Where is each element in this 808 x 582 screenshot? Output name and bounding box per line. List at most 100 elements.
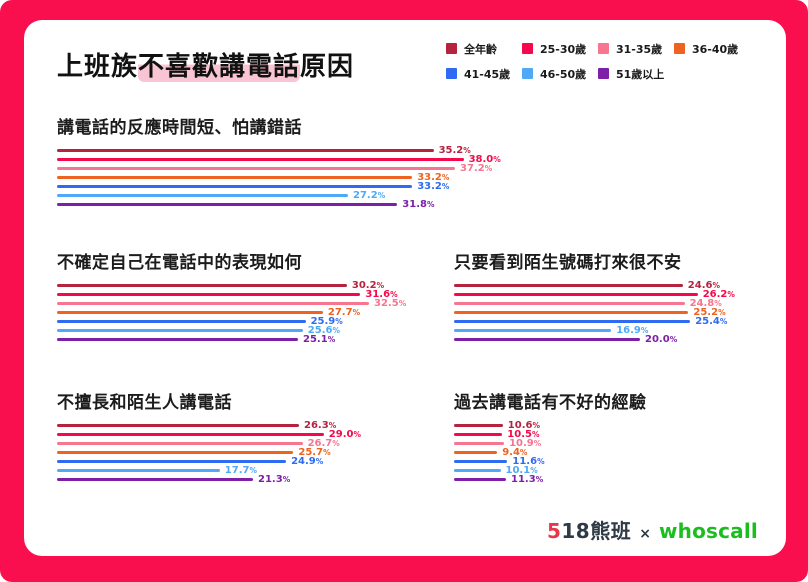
bar-value-label: 10.5% [507, 429, 540, 440]
bar [454, 311, 689, 314]
page-title: 上班族不喜歡講電話原因 [57, 46, 354, 83]
legend-label: 全年齡 [464, 42, 497, 56]
bar [454, 478, 506, 481]
bar-value-label: 26.3% [304, 420, 337, 431]
legend-label: 25-30歲 [540, 42, 587, 56]
legend-swatch [674, 43, 685, 54]
bar-row: 26.2% [454, 290, 735, 300]
legend-swatch [598, 68, 609, 79]
legend-swatch [446, 43, 457, 54]
bar-row: 25.2% [454, 308, 735, 318]
chart-section-performance-uncertainty: 不確定自己在電話中的表現如何 30.2% 31.6% 32.5% 27.7% 25.9%… [57, 252, 407, 345]
bar-row: 25.1% [57, 334, 406, 345]
bar-row: 33.2% [57, 172, 501, 183]
legend-label: 51歲以上 [616, 67, 665, 81]
bar-value-label: 10.1% [505, 465, 538, 476]
legend-label: 41-45歲 [464, 67, 511, 81]
legend-label: 36-40歲 [692, 42, 739, 56]
bar-value-label: 24.6% [687, 280, 720, 291]
bar-row: 11.3% [454, 474, 647, 485]
bar [454, 329, 612, 332]
bar [57, 451, 294, 454]
page-title-suffix: 原因 [300, 52, 355, 82]
content-card: 上班族不喜歡講電話原因 全年齡 25-30歲 31-35歲 36-40歲 41-45歲 4… [24, 20, 786, 556]
logo-518-text: 18熊班 [561, 519, 632, 543]
bar-value-label: 33.2% [417, 172, 450, 183]
logo-518-accent: 5 [546, 519, 562, 543]
bar [454, 424, 503, 427]
bar-row: 27.7% [57, 307, 406, 318]
bar-value-label: 32.5% [374, 298, 407, 309]
bar-value-label: 25.6% [307, 325, 340, 336]
page-title-highlight: 不喜歡講電話 [138, 52, 301, 82]
bar-value-label: 11.3% [511, 474, 544, 485]
bar-value-label: 24.9% [291, 456, 324, 467]
logo-whoscall: whoscall [658, 519, 758, 543]
bar [454, 320, 691, 323]
bar-value-label: 25.9% [310, 316, 343, 327]
bar-row: 25.6% [57, 325, 406, 336]
legend: 全年齡 25-30歲 31-35歲 36-40歲 41-45歲 46-50歲 51歲以上 [446, 36, 750, 86]
bar-value-label: 10.9% [509, 438, 542, 449]
bar-value-label: 38.0% [468, 154, 501, 165]
bar-value-label: 27.7% [327, 307, 361, 318]
bar-value-label: 24.8% [689, 298, 722, 309]
bar [57, 311, 323, 314]
bar [57, 185, 413, 188]
chart-section-bad-experience: 過去講電話有不好的經驗 10.6% 10.5% 10.9% 9.4% 11.6% 10.1… [454, 392, 647, 485]
bar [454, 469, 501, 472]
section-title: 過去講電話有不好的經驗 [454, 393, 647, 413]
bar-value-label: 27.2% [353, 190, 386, 201]
bar-row: 32.5% [57, 298, 407, 309]
bar-row: 25.9% [57, 316, 406, 327]
bar-value-label: 37.2% [460, 163, 493, 174]
page-title-prefix: 上班族 [57, 52, 139, 82]
chart-section-unknown-number-anxiety: 只要看到陌生號碼打來很不安 24.6% 26.2% 24.8% 25.2% 25.4% 1… [454, 252, 735, 345]
section-title: 不擅長和陌生人講電話 [57, 393, 232, 413]
bar-row: 10.5% [454, 429, 647, 440]
bar-value-label: 16.9% [616, 325, 649, 336]
bar-row: 21.3% [57, 475, 361, 485]
section-title: 講電話的反應時間短、怕講錯話 [57, 118, 302, 138]
legend-item: 36-40歲 [674, 41, 750, 57]
bar [57, 284, 347, 287]
bar-row: 27.2% [57, 190, 501, 201]
legend-item: 41-45歲 [446, 66, 522, 82]
bar [454, 460, 508, 463]
bar-row: 24.9% [57, 456, 361, 467]
bar [57, 203, 398, 206]
bar-value-label: 9.4% [502, 447, 528, 458]
bar [57, 433, 324, 436]
bar [57, 158, 464, 161]
legend-swatch [522, 68, 533, 79]
chart-section-stranger-calls: 不擅長和陌生人講電話 26.3% 29.0% 26.7% 25.7% 24.9% 17.7… [57, 392, 361, 485]
bar-value-label: 20.0% [645, 334, 678, 345]
section-title: 不確定自己在電話中的表現如何 [57, 253, 302, 273]
legend-item: 25-30歲 [522, 41, 598, 57]
bar [57, 329, 303, 332]
bar [454, 302, 685, 305]
bar-row: 30.2% [57, 281, 406, 291]
bar [57, 293, 361, 296]
bar [454, 442, 505, 445]
bar [454, 293, 698, 296]
bar [57, 478, 253, 481]
bar-row: 31.6% [57, 289, 406, 300]
bar-value-label: 25.1% [303, 334, 336, 345]
footer-logos: 518熊班 × whoscall [547, 515, 758, 544]
bar-row: 9.4% [454, 447, 647, 458]
bar-row: 10.1% [454, 465, 647, 476]
bar [57, 469, 220, 472]
section-title: 只要看到陌生號碼打來很不安 [454, 253, 682, 273]
bar-row: 16.9% [454, 325, 735, 336]
bar-row: 10.6% [454, 421, 647, 431]
bar [57, 320, 306, 323]
legend-label: 31-35歲 [616, 42, 663, 56]
bar-chart: 24.6% 26.2% 24.8% 25.2% 25.4% 16.9% 20.0% [454, 280, 735, 345]
bar [57, 460, 287, 463]
bar-row: 20.0% [454, 334, 735, 345]
bar-chart: 30.2% 31.6% 32.5% 27.7% 25.9% 25.6% 25.1% [57, 281, 407, 345]
bar-value-label: 31.6% [365, 289, 398, 300]
bar [454, 338, 640, 341]
bar-chart: 26.3% 29.0% 26.7% 25.7% 24.9% 17.7% 21.3% [57, 420, 361, 485]
